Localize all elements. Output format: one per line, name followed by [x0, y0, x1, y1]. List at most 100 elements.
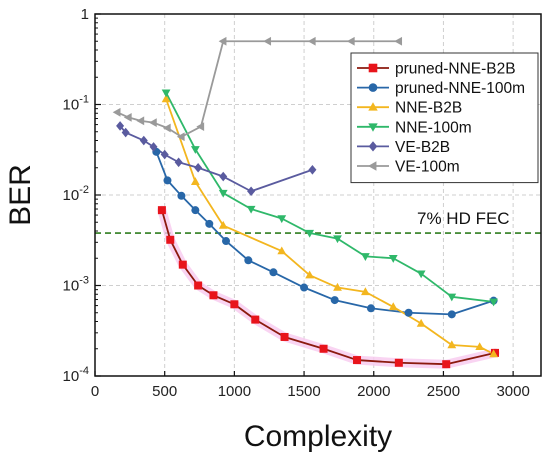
- data-point-nne-b2b: [277, 246, 287, 255]
- data-point-pruned-nne-b2b: [353, 356, 362, 365]
- data-point-nne-100m: [246, 205, 256, 214]
- data-point-ve-100m: [263, 36, 272, 46]
- data-point-ve-100m: [218, 36, 227, 46]
- data-point-pruned-nne-b2b: [442, 360, 451, 369]
- data-point-ve-100m: [176, 132, 185, 142]
- data-point-ve-b2b: [160, 149, 169, 160]
- series-line-ve-b2b: [119, 125, 313, 193]
- data-point-nne-100m: [190, 146, 200, 154]
- data-point-pruned-nne-b2b: [394, 358, 403, 367]
- data-point-ve-100m: [148, 118, 157, 128]
- legend-marker-pruned-nne-100m: [368, 83, 378, 92]
- legend-marker-nne-b2b: [368, 102, 378, 111]
- data-point-pruned-nne-100m: [404, 308, 413, 317]
- data-point-ve-b2b: [247, 186, 256, 197]
- legend: pruned-NNE-B2B pruned-NNE-100m NNE-B2B NNE-…: [350, 52, 539, 184]
- x-tick-label: 1000: [218, 383, 251, 400]
- legend-marker-nne-100m: [368, 123, 378, 132]
- data-point-nne-100m: [333, 235, 342, 244]
- data-point-pruned-nne-100m: [366, 304, 375, 313]
- data-point-pruned-nne-b2b: [194, 281, 203, 290]
- series-line-nne-b2b: [165, 98, 495, 355]
- data-point-ve-b2b: [149, 142, 158, 152]
- data-point-nne-100m: [489, 298, 499, 307]
- data-point-ve-b2b: [219, 171, 228, 182]
- data-point-ve-100m: [162, 123, 171, 133]
- data-point-pruned-nne-b2b: [157, 206, 166, 215]
- data-point-ve-b2b: [139, 135, 148, 146]
- markers-layer: [112, 36, 500, 369]
- data-point-pruned-nne-100m: [447, 310, 456, 319]
- data-point-pruned-nne-100m: [177, 191, 186, 200]
- y-tick-label: 10-4: [63, 365, 89, 385]
- legend-label-ve-b2b: VE-B2B: [395, 139, 450, 156]
- data-point-pruned-nne-100m: [163, 176, 172, 185]
- data-point-ve-b2b: [194, 162, 203, 173]
- data-point-pruned-nne-b2b: [178, 260, 187, 269]
- data-point-nne-b2b: [333, 282, 342, 291]
- legend-marker-ve-100m: [368, 161, 377, 171]
- x-tick-label: 1500: [287, 383, 320, 400]
- data-point-pruned-nne-b2b: [280, 332, 289, 341]
- x-axis-title: Complexity: [244, 420, 392, 453]
- data-point-ve-100m: [112, 107, 121, 117]
- data-point-ve-b2b: [121, 127, 130, 138]
- y-tick-label: 10-1: [63, 94, 89, 114]
- data-point-pruned-nne-100m: [244, 256, 253, 265]
- y-axis-title: BER: [4, 164, 37, 226]
- threshold-label: 7% HD FEC: [417, 209, 510, 228]
- data-point-nne-b2b: [190, 177, 200, 185]
- y-tick-label: 1: [81, 6, 89, 23]
- data-point-nne-b2b: [360, 287, 370, 296]
- data-point-ve-100m: [394, 36, 403, 46]
- data-point-ve-100m: [346, 36, 355, 46]
- x-tick-label: 3000: [496, 383, 529, 400]
- data-point-pruned-nne-b2b: [230, 300, 239, 309]
- x-tick-label: 0: [91, 383, 99, 400]
- data-point-ve-100m: [136, 116, 145, 126]
- data-point-nne-b2b: [388, 302, 398, 311]
- data-point-ve-b2b: [308, 164, 317, 175]
- data-point-pruned-nne-100m: [300, 283, 309, 292]
- data-point-pruned-nne-100m: [205, 219, 214, 228]
- data-point-nne-b2b: [161, 94, 171, 103]
- legend-marker-pruned-nne-b2b: [368, 63, 378, 73]
- data-point-nne-100m: [447, 293, 457, 302]
- data-point-pruned-nne-b2b: [166, 235, 175, 244]
- ticks: 0 500 1000 1500 2000 2500 3000 1 10-1 10-2 10-3 10-…: [63, 6, 530, 400]
- data-point-nne-100m: [161, 89, 171, 98]
- data-point-nne-100m: [360, 253, 370, 261]
- data-point-pruned-nne-b2b: [209, 291, 218, 300]
- legend-label-nne-b2b: NNE-B2B: [395, 100, 462, 117]
- data-point-pruned-nne-100m: [191, 206, 200, 215]
- legend-marker-ve-b2b: [368, 141, 378, 152]
- data-point-ve-100m: [123, 113, 132, 122]
- x-tick-label: 2000: [357, 383, 390, 400]
- data-point-nne-b2b: [218, 220, 228, 229]
- legend-label-pruned-nne-b2b: pruned-NNE-B2B: [395, 61, 516, 78]
- data-point-pruned-nne-100m: [269, 268, 278, 277]
- data-point-nne-b2b: [489, 349, 499, 358]
- data-point-ve-b2b: [174, 157, 183, 168]
- data-point-ve-100m: [307, 36, 316, 46]
- data-point-pruned-nne-b2b: [251, 315, 260, 324]
- legend-label-ve-100m: VE-100m: [395, 159, 460, 176]
- x-tick-label: 500: [152, 383, 177, 400]
- x-tick-label: 2500: [427, 383, 460, 400]
- data-point-nne-100m: [305, 229, 315, 238]
- data-point-nne-b2b: [305, 270, 315, 279]
- data-point-pruned-nne-b2b: [319, 344, 328, 353]
- data-point-nne-100m: [277, 215, 287, 224]
- data-point-nne-100m: [388, 255, 398, 263]
- data-point-nne-b2b: [447, 340, 457, 349]
- data-point-nne-100m: [218, 189, 228, 198]
- data-point-nne-b2b: [475, 342, 485, 351]
- data-point-nne-100m: [416, 270, 426, 279]
- data-point-ve-b2b: [116, 121, 125, 131]
- data-point-ve-100m: [196, 122, 205, 131]
- series-line-nne-100m: [165, 92, 494, 303]
- data-point-nne-b2b: [416, 318, 426, 327]
- legend-box: [350, 52, 539, 184]
- y-tick-label: 10-3: [63, 275, 89, 295]
